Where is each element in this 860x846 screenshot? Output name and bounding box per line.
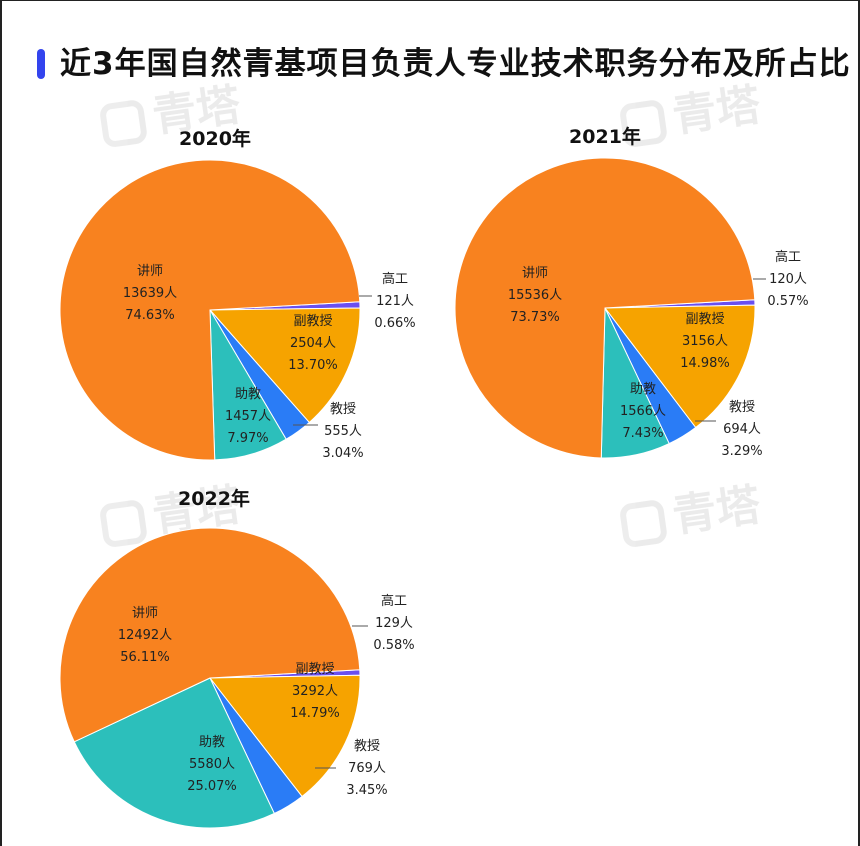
slice-count-label: 5580人 — [189, 757, 235, 772]
slice-label: 教授 — [330, 401, 356, 417]
slice-count-label: 694人 — [723, 422, 761, 437]
page-title: 近3年国自然青基项目负责人专业技术职务分布及所占比 — [60, 46, 851, 82]
slice-label: 高工 — [381, 593, 407, 609]
slice-label: 讲师 — [132, 606, 158, 621]
pie-slice — [208, 307, 361, 424]
title-accent-bar — [37, 49, 45, 79]
slice-label: 副教授 — [685, 311, 724, 327]
slice-label: 讲师 — [137, 264, 163, 279]
chart-title: 2021年 — [569, 125, 641, 148]
slice-label: 教授 — [729, 399, 755, 415]
pie-slice — [454, 157, 756, 459]
slice-label: 教授 — [354, 738, 380, 754]
slice-count-label: 13639人 — [123, 286, 177, 301]
slice-count-label: 3156人 — [682, 334, 728, 349]
slice-count-label: 3292人 — [292, 684, 338, 699]
slice-count-label: 121人 — [376, 294, 414, 309]
slice-percent-label: 0.57% — [767, 294, 808, 309]
slice-label: 副教授 — [295, 661, 334, 677]
slice-count-label: 120人 — [769, 272, 807, 287]
slice-count-label: 1457人 — [225, 409, 271, 424]
slice-percent-label: 14.98% — [680, 356, 730, 371]
slice-percent-label: 7.43% — [622, 426, 663, 441]
slice-count-label: 129人 — [375, 616, 413, 631]
slice-percent-label: 3.29% — [721, 444, 762, 459]
slice-label: 高工 — [775, 249, 801, 265]
slice-count-label: 2504人 — [290, 336, 336, 351]
slice-label: 高工 — [382, 271, 408, 287]
slice-percent-label: 7.97% — [227, 431, 268, 446]
pie-slice — [59, 159, 361, 461]
slice-percent-label: 25.07% — [187, 779, 237, 794]
slice-percent-label: 3.04% — [322, 446, 363, 461]
slice-label: 讲师 — [522, 266, 548, 281]
slice-percent-label: 14.79% — [290, 706, 340, 721]
chart-title: 2022年 — [178, 487, 250, 510]
slice-label: 助教 — [235, 386, 261, 402]
slice-label: 助教 — [630, 381, 656, 397]
slice-count-label: 555人 — [324, 424, 362, 439]
pie-slice — [73, 677, 275, 829]
slice-percent-label: 0.66% — [374, 316, 415, 331]
chart-title: 2020年 — [179, 127, 251, 150]
slice-percent-label: 73.73% — [510, 310, 560, 325]
slice-count-label: 15536人 — [508, 288, 562, 303]
slice-label: 副教授 — [293, 313, 332, 329]
slice-percent-label: 13.70% — [288, 358, 338, 373]
slice-percent-label: 0.58% — [373, 638, 414, 653]
slice-count-label: 1566人 — [620, 404, 666, 419]
pie-slice — [208, 674, 361, 798]
slice-count-label: 12492人 — [118, 628, 172, 643]
slice-percent-label: 3.45% — [346, 783, 387, 798]
slice-percent-label: 74.63% — [125, 308, 175, 323]
pie-slice — [59, 527, 361, 743]
slice-percent-label: 56.11% — [120, 650, 170, 665]
slice-label: 助教 — [199, 734, 225, 750]
slice-count-label: 769人 — [348, 761, 386, 776]
